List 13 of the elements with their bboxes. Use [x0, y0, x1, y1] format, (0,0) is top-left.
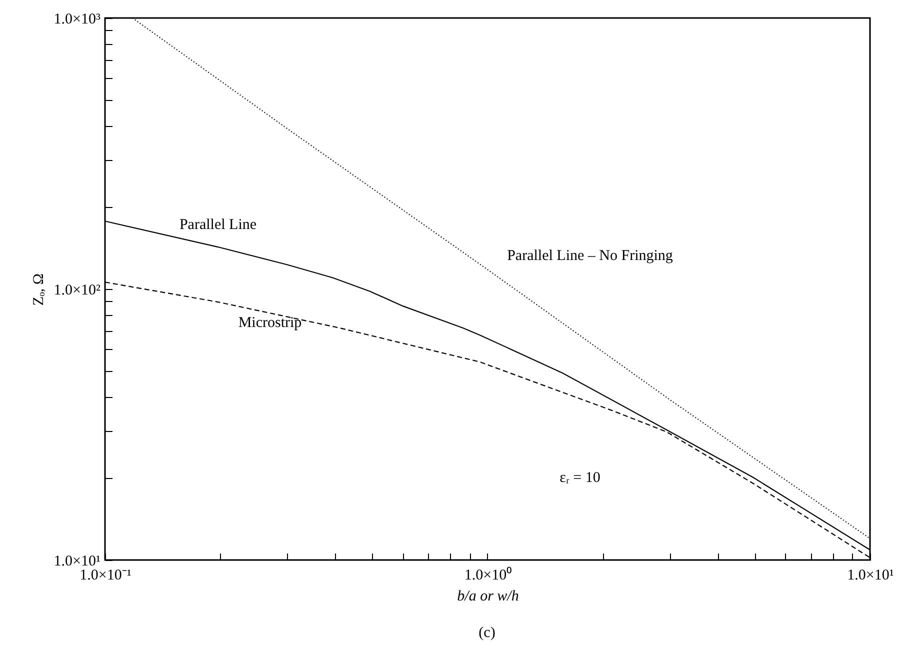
- x-tick-label: 1.0×10⁻¹: [80, 568, 132, 584]
- annotation: εᵣ = 10: [560, 470, 600, 486]
- y-tick-label: 1.0×10²: [54, 282, 101, 298]
- y-axis-title: Zₒ, Ω: [30, 273, 47, 306]
- x-tick-label: 1.0×10⁰: [464, 566, 512, 584]
- text: (c): [478, 625, 496, 641]
- series-label: Parallel Line – No Fringing: [507, 248, 674, 264]
- y-tick-label: 1.0×10¹: [54, 554, 100, 570]
- x-tick-label: 1.0×10¹: [847, 568, 894, 584]
- series-label: Microstrip: [238, 315, 302, 331]
- x-axis-title: b/a or w/h: [457, 588, 519, 604]
- y-tick-label: 1.0×10³: [54, 12, 101, 28]
- series-label: Parallel Line: [179, 217, 257, 233]
